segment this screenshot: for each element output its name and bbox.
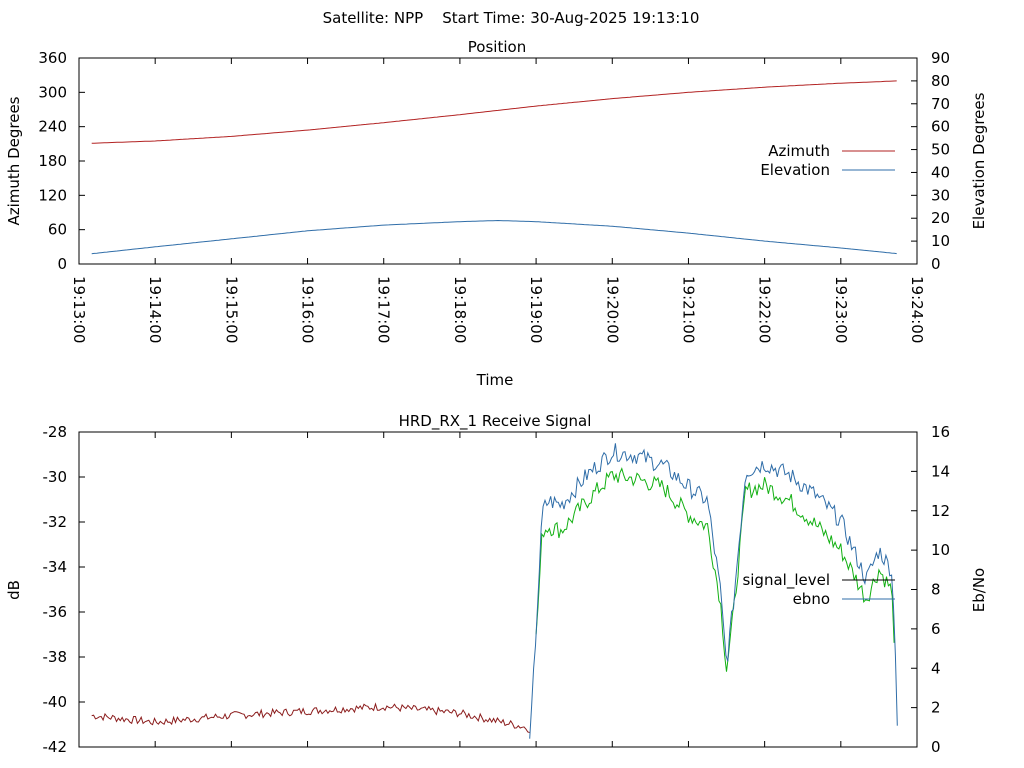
- y2-tick-label: 30: [931, 186, 950, 204]
- y2-tick-label: 80: [931, 72, 950, 90]
- signal-lines: [91, 443, 898, 739]
- y-tick-label: 120: [38, 186, 67, 204]
- y-tick-label: -42: [43, 738, 68, 756]
- signal-y-axis-label: dB: [5, 580, 23, 600]
- y2-tick-label: 12: [931, 502, 950, 520]
- y-tick-label: 240: [38, 118, 67, 136]
- azimuth-line: [91, 80, 897, 144]
- position-legend: Azimuth Elevation: [760, 142, 895, 179]
- y2-tick-label: 8: [931, 581, 941, 599]
- y2-tick-label: 40: [931, 163, 950, 181]
- y2-tick-label: 70: [931, 95, 950, 113]
- y2-tick-label: 16: [931, 423, 950, 441]
- position-ticks: 19:13:00 19:14:00 19:15:00 19:16:00 19:17:00…: [38, 49, 950, 343]
- x-tick-label: 19:22:00: [756, 276, 774, 343]
- position-chart: Position 19:13:00 19:14:00 19:15:00 19:16:0…: [5, 38, 988, 389]
- y2-tick-label: 10: [931, 541, 950, 559]
- x-tick-label: 19:19:00: [527, 276, 545, 343]
- y2-tick-label: 0: [931, 255, 941, 273]
- legend-signal-level-label: signal_level: [742, 571, 830, 590]
- y-tick-label: 180: [38, 152, 67, 170]
- y-tick-label: -28: [43, 423, 68, 441]
- elevation-line: [91, 219, 897, 255]
- x-tick-label: 19:14:00: [146, 276, 164, 343]
- x-tick-label: 19:21:00: [679, 276, 697, 343]
- y-tick-label: -36: [43, 603, 68, 621]
- y-tick-label: -38: [43, 648, 68, 666]
- y-tick-label: 360: [38, 49, 67, 67]
- signal-ticks: -42 -40 -38 -36 -34 -32 -30 -28 0 2 4 6 8 10 12 14 16: [43, 423, 951, 756]
- position-y-axis-label: Azimuth Degrees: [5, 96, 23, 225]
- signal-title: HRD_RX_1 Receive Signal: [399, 412, 592, 431]
- signal-chart: HRD_RX_1 Receive Signal -42-40-38-36-34-…: [5, 412, 988, 756]
- signal-legend: signal_level ebno: [742, 571, 895, 608]
- ebno-green-line: [535, 467, 895, 672]
- y2-tick-label: 60: [931, 118, 950, 136]
- ebno-line: [529, 443, 898, 739]
- y-tick-label: -40: [43, 693, 68, 711]
- position-title: Position: [468, 38, 526, 56]
- x-tick-label: 19:20:00: [603, 276, 621, 343]
- legend-elevation-label: Elevation: [760, 161, 830, 179]
- position-y2-axis-label: Elevation Degrees: [970, 92, 988, 229]
- position-lines: [91, 80, 897, 255]
- signal-level-line: [91, 702, 530, 733]
- y2-tick-label: 90: [931, 49, 950, 67]
- chart-header: Satellite: NPP Start Time: 30-Aug-2025 1…: [323, 9, 700, 27]
- x-tick-label: 19:18:00: [451, 276, 469, 343]
- x-tick-label: 19:24:00: [908, 276, 926, 343]
- y-tick-label: 300: [38, 83, 67, 101]
- signal-y2-axis-label: Eb/No: [970, 568, 988, 612]
- x-tick-label: 19:13:00: [70, 276, 88, 343]
- y-tick-label: -34: [43, 558, 68, 576]
- legend-ebno-label: ebno: [793, 590, 830, 608]
- x-tick-label: 19:17:00: [375, 276, 393, 343]
- y2-tick-label: 20: [931, 209, 950, 227]
- y-tick-label: 60: [48, 221, 67, 239]
- y-tick-label: 0: [57, 255, 67, 273]
- x-tick-label: 19:15:00: [222, 276, 240, 343]
- y2-tick-label: 14: [931, 462, 950, 480]
- y2-tick-label: 4: [931, 659, 941, 677]
- y-tick-label: -30: [43, 468, 68, 486]
- y2-tick-label: 0: [931, 738, 941, 756]
- legend-azimuth-label: Azimuth: [768, 142, 830, 160]
- position-x-axis-label: Time: [476, 371, 514, 389]
- y2-tick-label: 50: [931, 141, 950, 159]
- y-tick-label: -32: [43, 513, 68, 531]
- y2-tick-label: 10: [931, 232, 950, 250]
- y2-tick-label: 2: [931, 699, 941, 717]
- x-tick-label: 19:16:00: [299, 276, 317, 343]
- x-tick-label: 19:23:00: [832, 276, 850, 343]
- y2-tick-label: 6: [931, 620, 941, 638]
